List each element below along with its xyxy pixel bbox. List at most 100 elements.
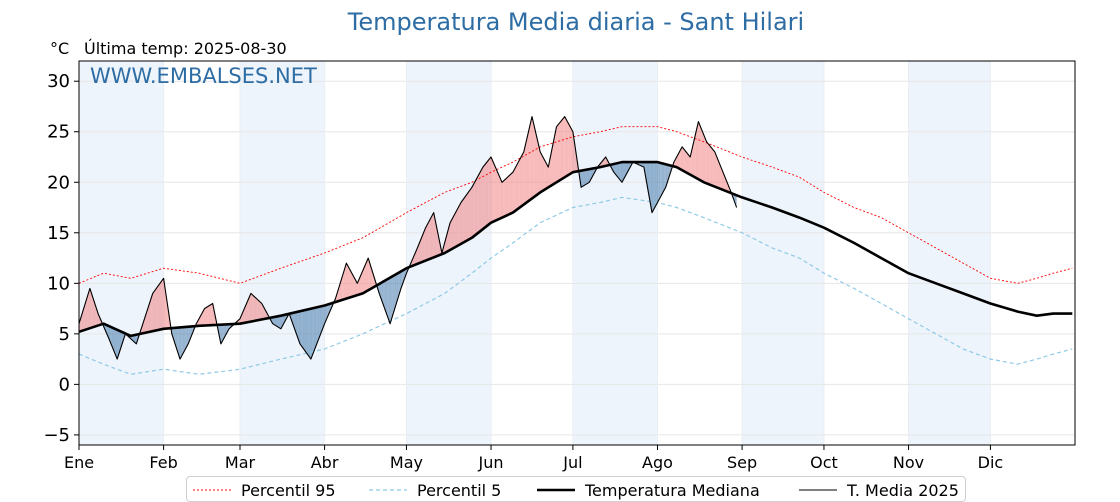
fill-below-median: [115, 329, 118, 360]
fill-above-median: [492, 160, 494, 223]
fill-above-median: [263, 306, 265, 320]
fill-below-median: [186, 326, 189, 347]
legend-item-p95: Percentil 95: [193, 479, 336, 501]
fill-above-median: [567, 121, 569, 176]
fill-below-median: [583, 169, 586, 186]
fill-above-median: [515, 164, 517, 211]
fill-below-median: [320, 306, 322, 335]
fill-above-median: [687, 153, 689, 174]
fill-above-median: [530, 116, 532, 200]
fill-above-median: [485, 162, 487, 228]
fill-below-median: [227, 324, 230, 332]
fill-above-median: [706, 141, 708, 184]
fill-below-median: [275, 316, 277, 327]
x-axis: Ene Feb Mar Abr May Jun Jul Ago Sep Oct Nov Dic: [64, 445, 1003, 472]
fill-above-median: [697, 121, 699, 180]
fill-above-median: [718, 162, 721, 189]
legend-swatch-median: [537, 485, 575, 495]
fill-above-median: [679, 149, 681, 170]
fill-above-median: [686, 151, 688, 174]
fill-above-median: [426, 222, 429, 261]
fill-above-median: [568, 124, 571, 175]
y-tick-label: 0: [59, 374, 70, 395]
fill-above-median: [695, 127, 698, 179]
fill-below-median: [276, 316, 279, 328]
fill-below-median: [656, 162, 658, 205]
fill-above-median: [531, 116, 534, 199]
fill-below-median: [582, 170, 584, 187]
fill-above-median: [489, 157, 492, 224]
fill-above-median: [154, 289, 156, 331]
fill-below-median: [587, 169, 590, 184]
fill-above-median: [447, 227, 449, 252]
fill-above-median: [552, 140, 554, 185]
fill-above-median: [682, 146, 684, 171]
fill-below-median: [658, 162, 661, 200]
fill-below-median: [323, 305, 325, 328]
fill-above-median: [537, 140, 539, 195]
fill-below-median: [400, 270, 403, 289]
fill-above-median: [420, 237, 422, 263]
fill-above-median: [699, 125, 702, 181]
fill-above-median: [688, 155, 691, 175]
x-tick-label: Nov: [893, 453, 924, 472]
fill-below-median: [184, 326, 186, 352]
fill-above-median: [604, 157, 606, 167]
fill-below-median: [222, 324, 224, 342]
fill-above-median: [451, 217, 453, 250]
fill-above-median: [680, 146, 683, 171]
fill-above-median: [336, 289, 339, 302]
fill-above-median: [518, 159, 520, 209]
fill-below-median: [175, 327, 178, 351]
fill-below-median: [280, 315, 283, 329]
fill-above-median: [691, 145, 693, 177]
y-tick-label: 30: [47, 71, 70, 92]
fill-below-median: [113, 327, 115, 353]
fill-below-median: [613, 163, 616, 174]
watermark: WWW.EMBALSES.NET: [90, 64, 317, 88]
fill-below-median: [392, 275, 395, 315]
fill-above-median: [459, 202, 462, 245]
month-band: [572, 61, 658, 445]
fill-below-median: [133, 334, 135, 343]
fill-above-median: [92, 296, 95, 328]
fill-above-median: [556, 125, 558, 183]
fill-below-median: [624, 162, 627, 178]
fill-above-median: [200, 313, 202, 326]
y-tick-label: 5: [59, 324, 70, 345]
fill-above-median: [721, 168, 723, 190]
fill-above-median: [560, 119, 562, 180]
x-tick-label: Jun: [478, 453, 504, 472]
fill-above-median: [369, 262, 371, 290]
fill-above-median: [473, 182, 475, 237]
fill-above-median: [454, 212, 456, 248]
fill-below-median: [381, 281, 384, 305]
fill-above-median: [450, 220, 452, 250]
fill-above-median: [519, 157, 522, 208]
fill-below-median: [652, 162, 654, 213]
fill-above-median: [261, 303, 264, 320]
fill-above-median: [365, 261, 367, 292]
fill-below-median: [319, 306, 321, 338]
fill-below-median: [380, 282, 382, 301]
fill-below-median: [395, 273, 397, 307]
x-tick-label: Feb: [149, 453, 177, 472]
fill-above-median: [207, 306, 209, 326]
x-tick-label: Ago: [642, 453, 673, 472]
chart-title: Temperatura Media diaria - Sant Hilari: [347, 8, 805, 36]
fill-above-median: [465, 194, 467, 242]
fill-below-median: [178, 327, 180, 360]
fill-below-median: [302, 310, 305, 350]
fill-above-median: [540, 151, 542, 193]
fill-below-median: [620, 162, 623, 183]
fill-above-median: [203, 308, 205, 326]
fill-below-median: [179, 327, 182, 360]
fill-above-median: [702, 131, 704, 183]
fill-above-median: [488, 158, 490, 225]
fill-above-median: [366, 258, 369, 292]
fill-above-median: [507, 175, 509, 216]
fill-above-median: [205, 306, 208, 326]
fill-above-median: [529, 122, 531, 201]
series-lines: [78, 116, 1073, 375]
fill-above-median: [503, 179, 505, 217]
